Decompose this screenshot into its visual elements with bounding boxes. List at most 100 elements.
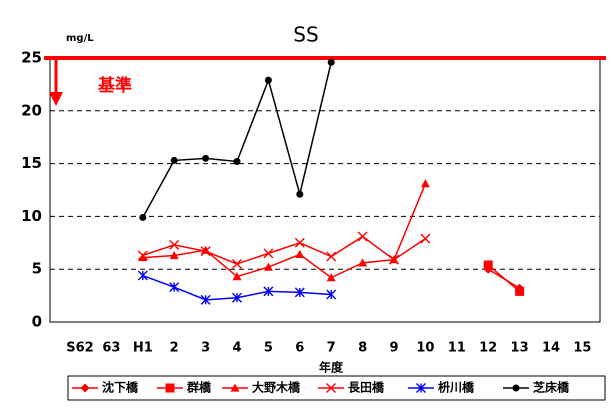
chart-title: SS <box>293 23 318 47</box>
marker <box>80 383 90 393</box>
marker <box>169 239 180 250</box>
plot-frame <box>49 57 601 323</box>
marker <box>263 262 273 271</box>
x-tick-label: 6 <box>295 341 304 356</box>
marker <box>169 282 180 293</box>
marker-part <box>170 156 178 164</box>
standard-label: 基準 <box>97 75 132 96</box>
marker-part <box>169 239 180 250</box>
x-tick-label: 15 <box>573 341 591 356</box>
marker-part <box>165 383 175 393</box>
marker <box>263 248 274 259</box>
marker <box>416 383 426 393</box>
marker-part <box>389 254 399 265</box>
legend-label: 芝床橋 <box>533 380 570 395</box>
marker-part <box>294 237 305 248</box>
marker-part <box>138 253 148 262</box>
marker <box>165 383 175 393</box>
standard-arrow-head <box>49 92 63 106</box>
marker <box>483 260 493 270</box>
x-tick-label: 7 <box>327 341 336 356</box>
marker <box>264 76 272 84</box>
marker <box>232 272 242 281</box>
marker <box>357 231 368 242</box>
marker-part <box>264 76 272 84</box>
marker <box>326 273 336 282</box>
marker <box>138 253 148 262</box>
marker <box>232 292 242 303</box>
x-tick-label: 10 <box>416 341 434 356</box>
series-line <box>142 235 426 265</box>
marker-part <box>263 262 273 271</box>
x-tick-label: 13 <box>511 341 529 356</box>
marker-part <box>232 258 242 269</box>
x-tick-label: 14 <box>542 341 560 356</box>
x-tick-label: 12 <box>479 341 497 356</box>
marker <box>169 250 179 260</box>
x-tick-label: 3 <box>201 341 210 356</box>
marker <box>326 251 337 262</box>
x-tick-label: 2 <box>170 341 179 356</box>
marker <box>512 384 520 392</box>
marker-part <box>169 250 179 260</box>
y-tick-label: 10 <box>21 207 42 225</box>
marker-part <box>230 383 240 392</box>
y-tick-label: 15 <box>21 154 42 172</box>
marker <box>327 58 335 66</box>
marker <box>358 258 368 267</box>
legend-label: 沈下橋 <box>102 380 139 395</box>
marker <box>295 249 305 259</box>
y-tick-label: 20 <box>21 101 42 119</box>
marker-part <box>232 272 242 281</box>
marker <box>232 258 242 269</box>
legend-label: 大野木橋 <box>252 380 301 395</box>
marker <box>202 154 210 162</box>
legend-label: 枡川橋 <box>438 380 475 395</box>
x-tick-label: 63 <box>102 341 120 356</box>
marker <box>294 287 305 298</box>
marker <box>200 246 211 257</box>
marker-part <box>80 383 90 393</box>
marker-part <box>200 246 211 257</box>
marker <box>296 190 304 198</box>
marker <box>137 270 148 281</box>
marker <box>326 383 336 393</box>
legend-label: 群橋 <box>186 380 212 395</box>
series-line <box>142 183 427 279</box>
marker <box>233 157 241 165</box>
x-axis-label: 年度 <box>319 360 344 375</box>
x-tick-label: H1 <box>133 341 153 356</box>
marker-part <box>137 250 148 261</box>
marker-part <box>357 231 368 242</box>
x-tick-label: 11 <box>448 341 466 356</box>
marker <box>137 250 148 261</box>
marker <box>389 254 399 265</box>
x-tick-label: S62 <box>66 341 93 356</box>
marker <box>420 179 430 188</box>
marker-part <box>420 233 431 244</box>
marker-part <box>139 213 147 221</box>
marker-part <box>295 249 305 259</box>
marker-part <box>358 258 368 267</box>
marker-part <box>515 286 525 296</box>
marker <box>420 233 431 244</box>
marker-part <box>326 251 337 262</box>
y-tick-label: 5 <box>32 260 42 278</box>
marker <box>200 294 211 305</box>
marker <box>326 289 337 300</box>
x-tick-label: 4 <box>232 341 241 356</box>
marker <box>294 237 305 248</box>
marker-part <box>420 179 430 188</box>
marker-part <box>263 248 274 259</box>
marker <box>230 383 240 392</box>
marker-part <box>233 157 241 165</box>
marker-part <box>326 273 336 282</box>
marker-part <box>327 58 335 66</box>
y-tick-label: 25 <box>21 49 42 67</box>
marker <box>263 286 274 297</box>
x-tick-label: 5 <box>264 341 273 356</box>
y-tick-label: 0 <box>32 313 42 331</box>
legend-label: 長田橋 <box>348 380 385 395</box>
y-unit: mg/L <box>66 33 94 44</box>
